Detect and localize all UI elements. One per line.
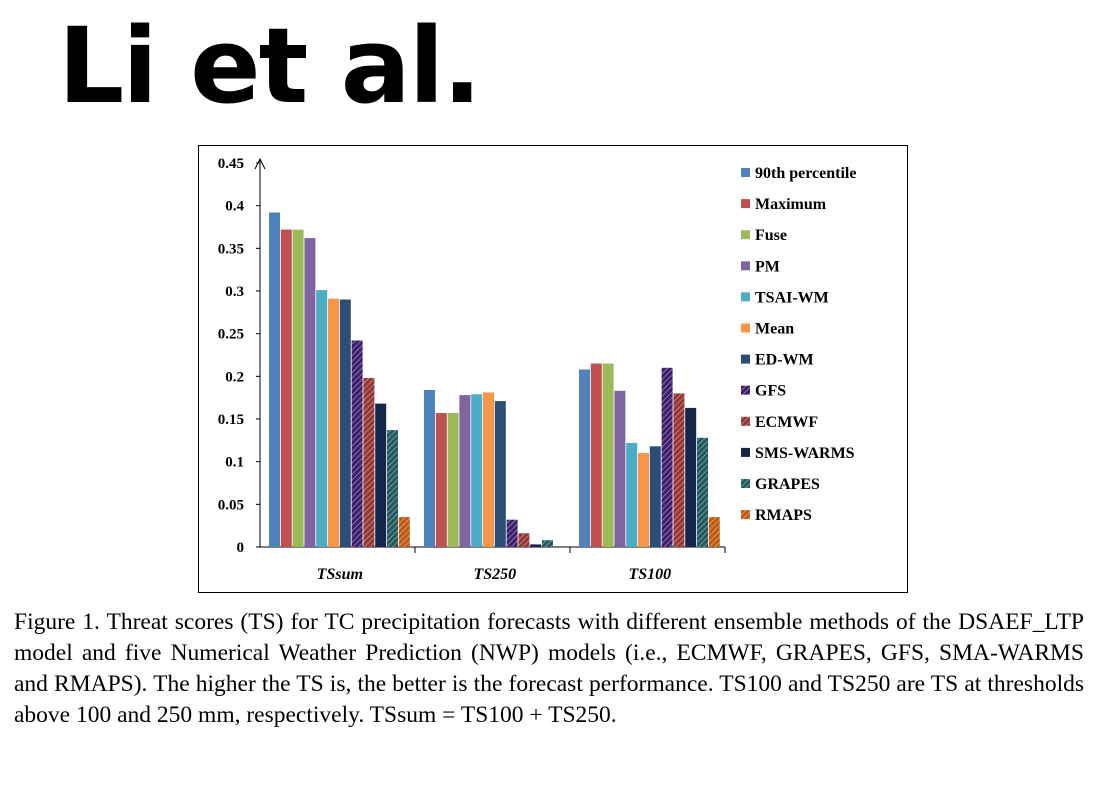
y-tick-label: 0.15 bbox=[218, 412, 244, 428]
chart-frame: 0 0.05 0.1 0.15 0.2 0.25 0.3 0.35 0.4 0.45 TSsum TS… bbox=[198, 145, 908, 593]
y-tick-label: 0 bbox=[237, 540, 245, 556]
bar-tssum-pm bbox=[304, 238, 316, 547]
y-tick-label: 0.3 bbox=[225, 284, 244, 300]
legend-swatch-ed-wm bbox=[741, 354, 750, 364]
bar-ts100-pm bbox=[614, 390, 626, 547]
bar-tssum-fuse bbox=[292, 229, 304, 547]
legend-label-90th-percentile: 90th percentile bbox=[755, 165, 856, 182]
bar-ts100-maximum bbox=[590, 363, 602, 547]
bar-ts100-ecmwf bbox=[673, 393, 685, 547]
legend-swatch-maximum bbox=[741, 199, 750, 209]
bar-ts100-ed-wm bbox=[649, 446, 661, 547]
y-tick-label: 0.45 bbox=[218, 156, 244, 172]
legend-label-tsai-wm: TSAI-WM bbox=[755, 289, 829, 306]
legend-swatch-grapes bbox=[741, 479, 750, 488]
bar-ts250-mean bbox=[483, 392, 494, 547]
legend-swatch-tsai-wm bbox=[741, 292, 750, 302]
legend-label-pm: PM bbox=[755, 258, 780, 275]
legend-swatch-ecmwf bbox=[741, 416, 750, 426]
bar-tssum-gfs bbox=[351, 340, 363, 547]
bar-tssum-sms-warms bbox=[375, 403, 387, 547]
bar-ts250-gfs bbox=[506, 519, 518, 547]
bar-ts100-fuse bbox=[602, 363, 614, 547]
bar-ts250-grapes bbox=[542, 540, 553, 547]
legend-swatch-rmaps bbox=[741, 510, 750, 520]
y-tick-label: 0.2 bbox=[225, 369, 244, 385]
legend-label-sms-warms: SMS-WARMS bbox=[755, 445, 855, 462]
bar-tssum-90th-percentile bbox=[269, 212, 280, 547]
y-tick-label: 0.4 bbox=[225, 199, 244, 215]
legend-swatch-mean bbox=[741, 323, 750, 333]
bar-ts250-maximum bbox=[435, 413, 447, 547]
bar-tssum-rmaps bbox=[398, 517, 410, 547]
legend-label-maximum: Maximum bbox=[755, 196, 827, 213]
x-category-label: TS250 bbox=[473, 566, 516, 583]
bar-ts250-ecmwf bbox=[518, 533, 530, 547]
bar-ts100-tsai-wm bbox=[626, 442, 638, 547]
page-heading: Li et al. bbox=[58, 5, 482, 127]
bar-ts250-sms-warms bbox=[530, 544, 542, 547]
bar-ts250-tsai-wm bbox=[471, 394, 483, 547]
bar-ts250-90th-percentile bbox=[424, 390, 435, 547]
bar-ts250-fuse bbox=[447, 413, 459, 547]
legend: 90th percentile Maximum Fuse PM TSAI-WM Mean E… bbox=[741, 165, 856, 524]
bar-ts100-gfs bbox=[661, 367, 673, 547]
axes: 0 0.05 0.1 0.15 0.2 0.25 0.3 0.35 0.4 0.45 TSsum TS… bbox=[218, 156, 726, 583]
legend-swatch-gfs bbox=[741, 385, 750, 395]
legend-label-rmaps: RMAPS bbox=[755, 507, 812, 524]
y-axis-arrow bbox=[254, 157, 266, 170]
legend-label-grapes: GRAPES bbox=[755, 476, 820, 493]
bar-tssum-maximum bbox=[280, 229, 292, 547]
y-tick-label: 0.05 bbox=[218, 497, 244, 513]
bar-ts250-pm bbox=[459, 395, 471, 547]
legend-label-ecmwf: ECMWF bbox=[755, 414, 818, 431]
legend-swatch-90th-percentile bbox=[741, 168, 750, 177]
legend-swatch-sms-warms bbox=[741, 447, 750, 457]
figure-caption: Figure 1. Threat scores (TS) for TC prec… bbox=[14, 609, 1084, 728]
bar-tssum-ecmwf bbox=[363, 378, 375, 547]
bar-tssum-grapes bbox=[387, 430, 398, 547]
legend-label-mean: Mean bbox=[755, 321, 794, 338]
bar-tssum-mean bbox=[328, 298, 339, 547]
y-tick-label: 0.25 bbox=[218, 327, 244, 343]
bar-tssum-ed-wm bbox=[339, 299, 351, 547]
bar-ts100-90th-percentile bbox=[579, 369, 590, 547]
bar-ts100-grapes bbox=[697, 437, 708, 547]
x-category-label: TSsum bbox=[317, 566, 363, 583]
threat-score-bar-chart: 0 0.05 0.1 0.15 0.2 0.25 0.3 0.35 0.4 0.45 TSsum TS… bbox=[218, 156, 857, 583]
legend-swatch-pm bbox=[741, 261, 750, 271]
legend-label-ed-wm: ED-WM bbox=[755, 352, 814, 369]
legend-label-gfs: GFS bbox=[755, 383, 786, 400]
y-tick-label: 0.35 bbox=[218, 241, 244, 257]
bar-ts100-sms-warms bbox=[685, 407, 697, 547]
bars bbox=[269, 212, 720, 547]
x-category-label: TS100 bbox=[628, 566, 671, 583]
y-tick-label: 0.1 bbox=[225, 455, 244, 471]
legend-swatch-fuse bbox=[741, 230, 750, 240]
bar-ts100-rmaps bbox=[708, 517, 720, 547]
bar-tssum-tsai-wm bbox=[316, 290, 328, 547]
bar-ts250-ed-wm bbox=[494, 401, 506, 547]
legend-label-fuse: Fuse bbox=[755, 227, 787, 244]
bar-ts100-mean bbox=[638, 453, 649, 547]
